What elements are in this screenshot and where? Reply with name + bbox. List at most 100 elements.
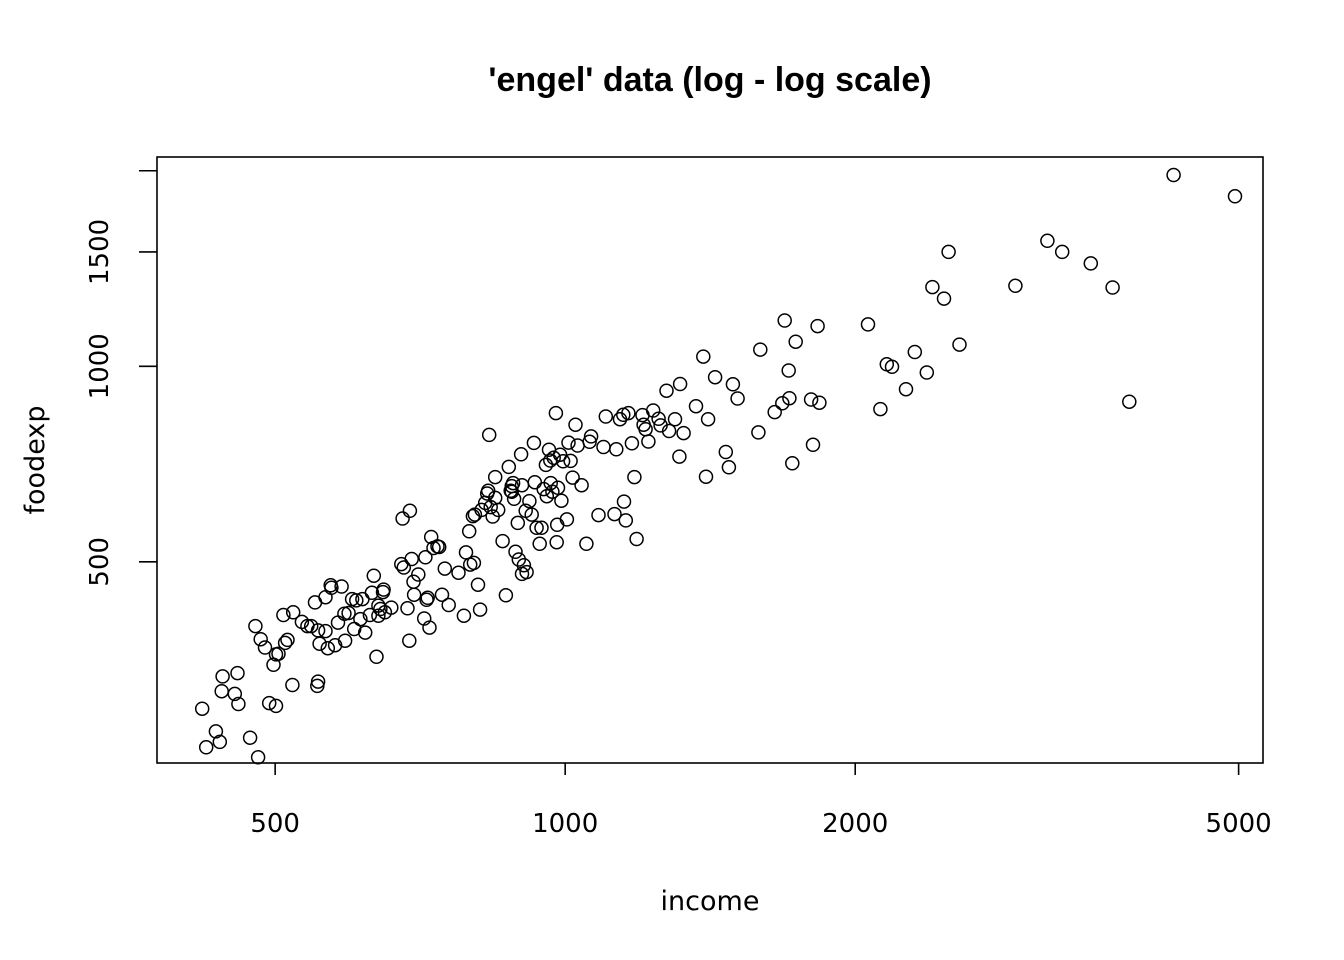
data-point — [672, 449, 687, 464]
data-point — [700, 411, 716, 427]
data-point — [627, 469, 642, 485]
data-point — [253, 631, 268, 647]
data-point — [212, 734, 228, 750]
data-point — [651, 411, 666, 427]
data-point — [498, 588, 514, 603]
data-point — [583, 429, 599, 444]
y-axis-title: foodexp — [20, 406, 51, 515]
data-point — [582, 434, 597, 450]
data-point — [777, 313, 792, 328]
data-point — [324, 580, 339, 596]
data-point — [505, 475, 521, 491]
data-point — [860, 317, 876, 332]
data-point — [312, 636, 327, 651]
data-point — [519, 564, 534, 580]
data-point — [782, 390, 797, 406]
data-point — [495, 533, 510, 549]
data-point — [320, 640, 336, 656]
chart-title: 'engel' data (log - log scale) — [488, 61, 931, 99]
data-point — [481, 427, 497, 443]
data-point — [565, 470, 580, 485]
data-point — [490, 502, 506, 518]
data-point — [516, 557, 532, 573]
data-point — [327, 637, 343, 653]
data-point — [194, 701, 210, 716]
data-point — [534, 520, 549, 536]
data-point — [730, 391, 745, 406]
data-point — [276, 607, 291, 623]
data-point — [271, 646, 286, 661]
data-point — [718, 444, 734, 460]
data-point — [208, 724, 224, 739]
data-points — [194, 167, 1243, 765]
data-point — [280, 632, 295, 648]
data-point — [402, 503, 418, 519]
data-point — [242, 730, 258, 745]
data-point — [812, 395, 827, 410]
x-tick-label: 500 — [250, 809, 300, 839]
y-tick-label: 1500 — [85, 219, 115, 285]
data-point — [330, 615, 346, 630]
data-point — [318, 623, 333, 639]
data-point — [396, 560, 412, 575]
data-point — [501, 459, 517, 475]
data-point — [257, 640, 273, 655]
data-point — [688, 398, 704, 414]
data-point — [384, 600, 399, 615]
data-point — [624, 436, 640, 451]
data-point — [470, 577, 486, 592]
data-point — [504, 484, 519, 499]
data-point — [214, 683, 229, 699]
data-point — [621, 405, 636, 421]
data-point — [1008, 278, 1023, 294]
data-point — [373, 601, 388, 617]
data-point — [1083, 256, 1099, 271]
data-point — [609, 442, 624, 457]
data-point — [529, 520, 544, 536]
x-tick-label: 1000 — [532, 809, 598, 839]
data-point — [952, 337, 967, 352]
x-axis: 500 1000 2000 5000 — [250, 763, 1272, 839]
data-point — [696, 349, 711, 364]
data-point — [508, 544, 523, 560]
data-point — [337, 633, 353, 648]
data-point — [461, 524, 477, 539]
data-point — [268, 698, 284, 714]
data-point — [568, 417, 583, 432]
data-point — [261, 695, 277, 711]
y-axis: 500 1000 1500 — [85, 169, 157, 587]
x-tick-label: 5000 — [1206, 809, 1272, 839]
data-point — [474, 502, 489, 518]
data-point — [552, 447, 568, 462]
data-point — [250, 750, 266, 765]
data-point — [753, 342, 768, 357]
data-point — [506, 491, 522, 507]
data-point — [629, 531, 644, 547]
data-point — [788, 334, 803, 349]
data-point — [400, 601, 415, 616]
data-point — [375, 584, 391, 600]
data-point — [641, 434, 656, 449]
data-point — [522, 493, 537, 509]
data-point — [596, 439, 611, 455]
data-point — [231, 696, 246, 712]
data-point — [616, 494, 632, 509]
data-point — [422, 620, 437, 635]
data-point — [672, 376, 688, 392]
data-point — [466, 555, 482, 571]
data-point — [277, 635, 293, 651]
x-axis-title: income — [661, 886, 760, 917]
data-point — [1227, 189, 1243, 204]
data-point — [451, 565, 466, 580]
data-point — [659, 383, 674, 398]
data-point — [441, 597, 456, 613]
data-point — [532, 536, 547, 552]
data-point — [511, 552, 527, 567]
data-point — [404, 551, 419, 567]
data-point — [803, 392, 819, 407]
data-point — [472, 602, 488, 617]
data-point — [555, 454, 571, 469]
data-point — [431, 539, 447, 555]
data-point — [570, 438, 585, 453]
data-point — [437, 561, 453, 576]
